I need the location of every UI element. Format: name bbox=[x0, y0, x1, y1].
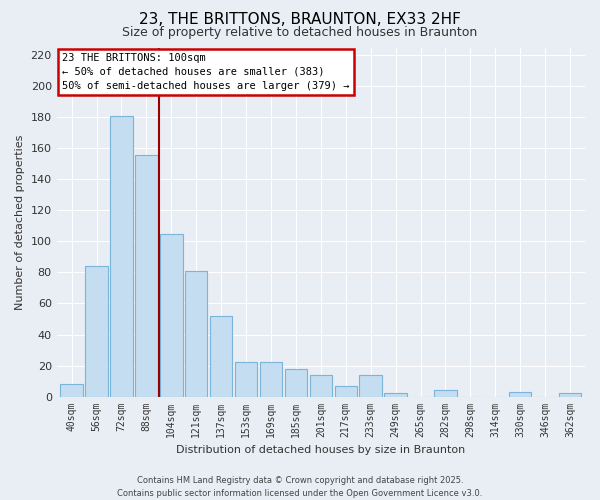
Bar bbox=[61, 384, 83, 396]
Text: 23 THE BRITTONS: 100sqm
← 50% of detached houses are smaller (383)
50% of semi-d: 23 THE BRITTONS: 100sqm ← 50% of detache… bbox=[62, 52, 349, 90]
Y-axis label: Number of detached properties: Number of detached properties bbox=[15, 134, 25, 310]
Bar bbox=[434, 390, 457, 396]
Bar bbox=[260, 362, 282, 396]
Bar bbox=[509, 392, 532, 396]
Bar bbox=[359, 375, 382, 396]
Bar bbox=[210, 316, 232, 396]
Bar bbox=[160, 234, 182, 396]
Text: Size of property relative to detached houses in Braunton: Size of property relative to detached ho… bbox=[122, 26, 478, 39]
Bar bbox=[185, 271, 208, 396]
Bar bbox=[110, 116, 133, 396]
X-axis label: Distribution of detached houses by size in Braunton: Distribution of detached houses by size … bbox=[176, 445, 466, 455]
Bar bbox=[135, 154, 158, 396]
Text: Contains HM Land Registry data © Crown copyright and database right 2025.
Contai: Contains HM Land Registry data © Crown c… bbox=[118, 476, 482, 498]
Bar bbox=[559, 394, 581, 396]
Bar bbox=[284, 368, 307, 396]
Bar bbox=[85, 266, 108, 396]
Bar bbox=[310, 375, 332, 396]
Bar bbox=[335, 386, 357, 396]
Bar bbox=[235, 362, 257, 396]
Text: 23, THE BRITTONS, BRAUNTON, EX33 2HF: 23, THE BRITTONS, BRAUNTON, EX33 2HF bbox=[139, 12, 461, 28]
Bar bbox=[385, 394, 407, 396]
